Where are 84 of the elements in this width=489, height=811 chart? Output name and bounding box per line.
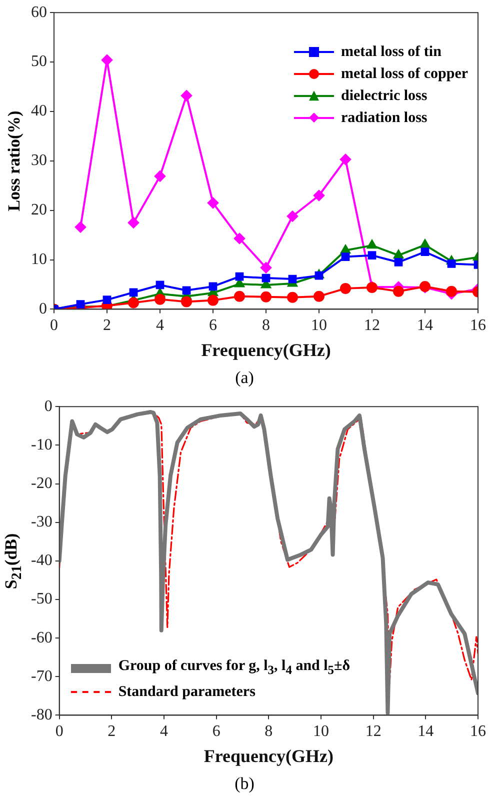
y-tick-label: -70 xyxy=(31,668,52,685)
y-tick-label: 10 xyxy=(31,250,47,268)
x-tick-label: 14 xyxy=(418,723,434,740)
point xyxy=(156,280,164,290)
y-tick-label: -20 xyxy=(31,474,52,492)
y-tick-label: -80 xyxy=(31,706,52,724)
y-tick-label: 0 xyxy=(44,398,52,415)
legend-label: radiation loss xyxy=(341,108,428,128)
y-tick-label: 20 xyxy=(31,202,47,219)
y-tick-label: -40 xyxy=(31,552,52,570)
y-tick-label: -60 xyxy=(31,629,52,646)
x-tick-label: 12 xyxy=(364,317,380,334)
point xyxy=(287,292,298,303)
point xyxy=(393,286,404,297)
x-tick-label: 8 xyxy=(262,317,270,334)
y-axis-title: Loss ratio(%) xyxy=(4,110,24,212)
x-tick-label: 6 xyxy=(212,723,220,740)
x-tick-label: 6 xyxy=(209,317,217,334)
legend-label: metal loss of tin xyxy=(341,42,442,62)
y-tick-label: 0 xyxy=(39,300,47,318)
point xyxy=(234,290,245,302)
point xyxy=(128,297,139,308)
x-tick-label: 10 xyxy=(313,723,329,740)
legend-label: metal loss of copper xyxy=(341,64,468,84)
y-tick-label: 30 xyxy=(31,152,47,170)
point xyxy=(260,291,272,302)
point xyxy=(128,217,139,228)
y-tick-label: 50 xyxy=(31,53,47,70)
point xyxy=(287,210,298,222)
point xyxy=(208,197,218,208)
y-tick-label: -10 xyxy=(31,436,52,454)
point xyxy=(154,294,166,305)
point xyxy=(260,262,272,274)
x-axis-title: Frequency(GHz) xyxy=(204,746,334,766)
point xyxy=(420,239,430,248)
point xyxy=(102,296,112,304)
x-tick-label: 14 xyxy=(417,317,433,334)
x-tick-label: 16 xyxy=(470,723,486,740)
x-tick-label: 10 xyxy=(311,317,327,334)
point xyxy=(262,274,270,282)
y-tick-label: 60 xyxy=(31,4,47,21)
legend-label: Group of curves for g, l$_{3}$, l$_{4}$ and l$_{5}$±δ xyxy=(118,657,350,680)
point xyxy=(208,294,218,306)
legend-label: Standard parameters xyxy=(118,683,256,702)
point xyxy=(75,222,86,233)
point xyxy=(181,296,192,308)
x-tick-label: 2 xyxy=(108,723,116,740)
point xyxy=(447,260,456,268)
point xyxy=(368,251,376,260)
x-tick-label: 2 xyxy=(103,317,111,334)
point xyxy=(340,244,350,254)
point xyxy=(102,54,112,66)
y-tick-label: -30 xyxy=(31,514,52,531)
legend-label: dielectric loss xyxy=(341,86,428,106)
point xyxy=(182,286,191,295)
x-axis-title: Frequency(GHz) xyxy=(201,340,331,360)
x-tick-label: 12 xyxy=(365,723,382,740)
x-tick-label: 0 xyxy=(55,723,64,740)
y-tick-label: 40 xyxy=(31,102,47,120)
point xyxy=(234,233,245,244)
text: (a) xyxy=(234,368,255,389)
point xyxy=(181,90,192,102)
point xyxy=(340,154,351,165)
point xyxy=(314,190,324,202)
point xyxy=(394,258,403,266)
x-tick-label: 8 xyxy=(264,723,273,740)
point xyxy=(314,290,324,302)
point xyxy=(235,272,244,281)
point xyxy=(208,282,218,291)
point xyxy=(129,288,138,297)
x-tick-label: 4 xyxy=(156,317,164,334)
point xyxy=(340,282,351,294)
y-tick-label: -50 xyxy=(31,590,52,608)
text: (b) xyxy=(234,774,256,795)
point xyxy=(367,240,377,249)
x-tick-label: 4 xyxy=(160,723,168,740)
point xyxy=(446,286,457,297)
point xyxy=(341,252,350,261)
point xyxy=(288,274,297,284)
point xyxy=(154,170,166,182)
point xyxy=(314,271,324,280)
point xyxy=(420,248,430,256)
point xyxy=(394,250,404,259)
x-tick-label: 16 xyxy=(470,317,486,334)
